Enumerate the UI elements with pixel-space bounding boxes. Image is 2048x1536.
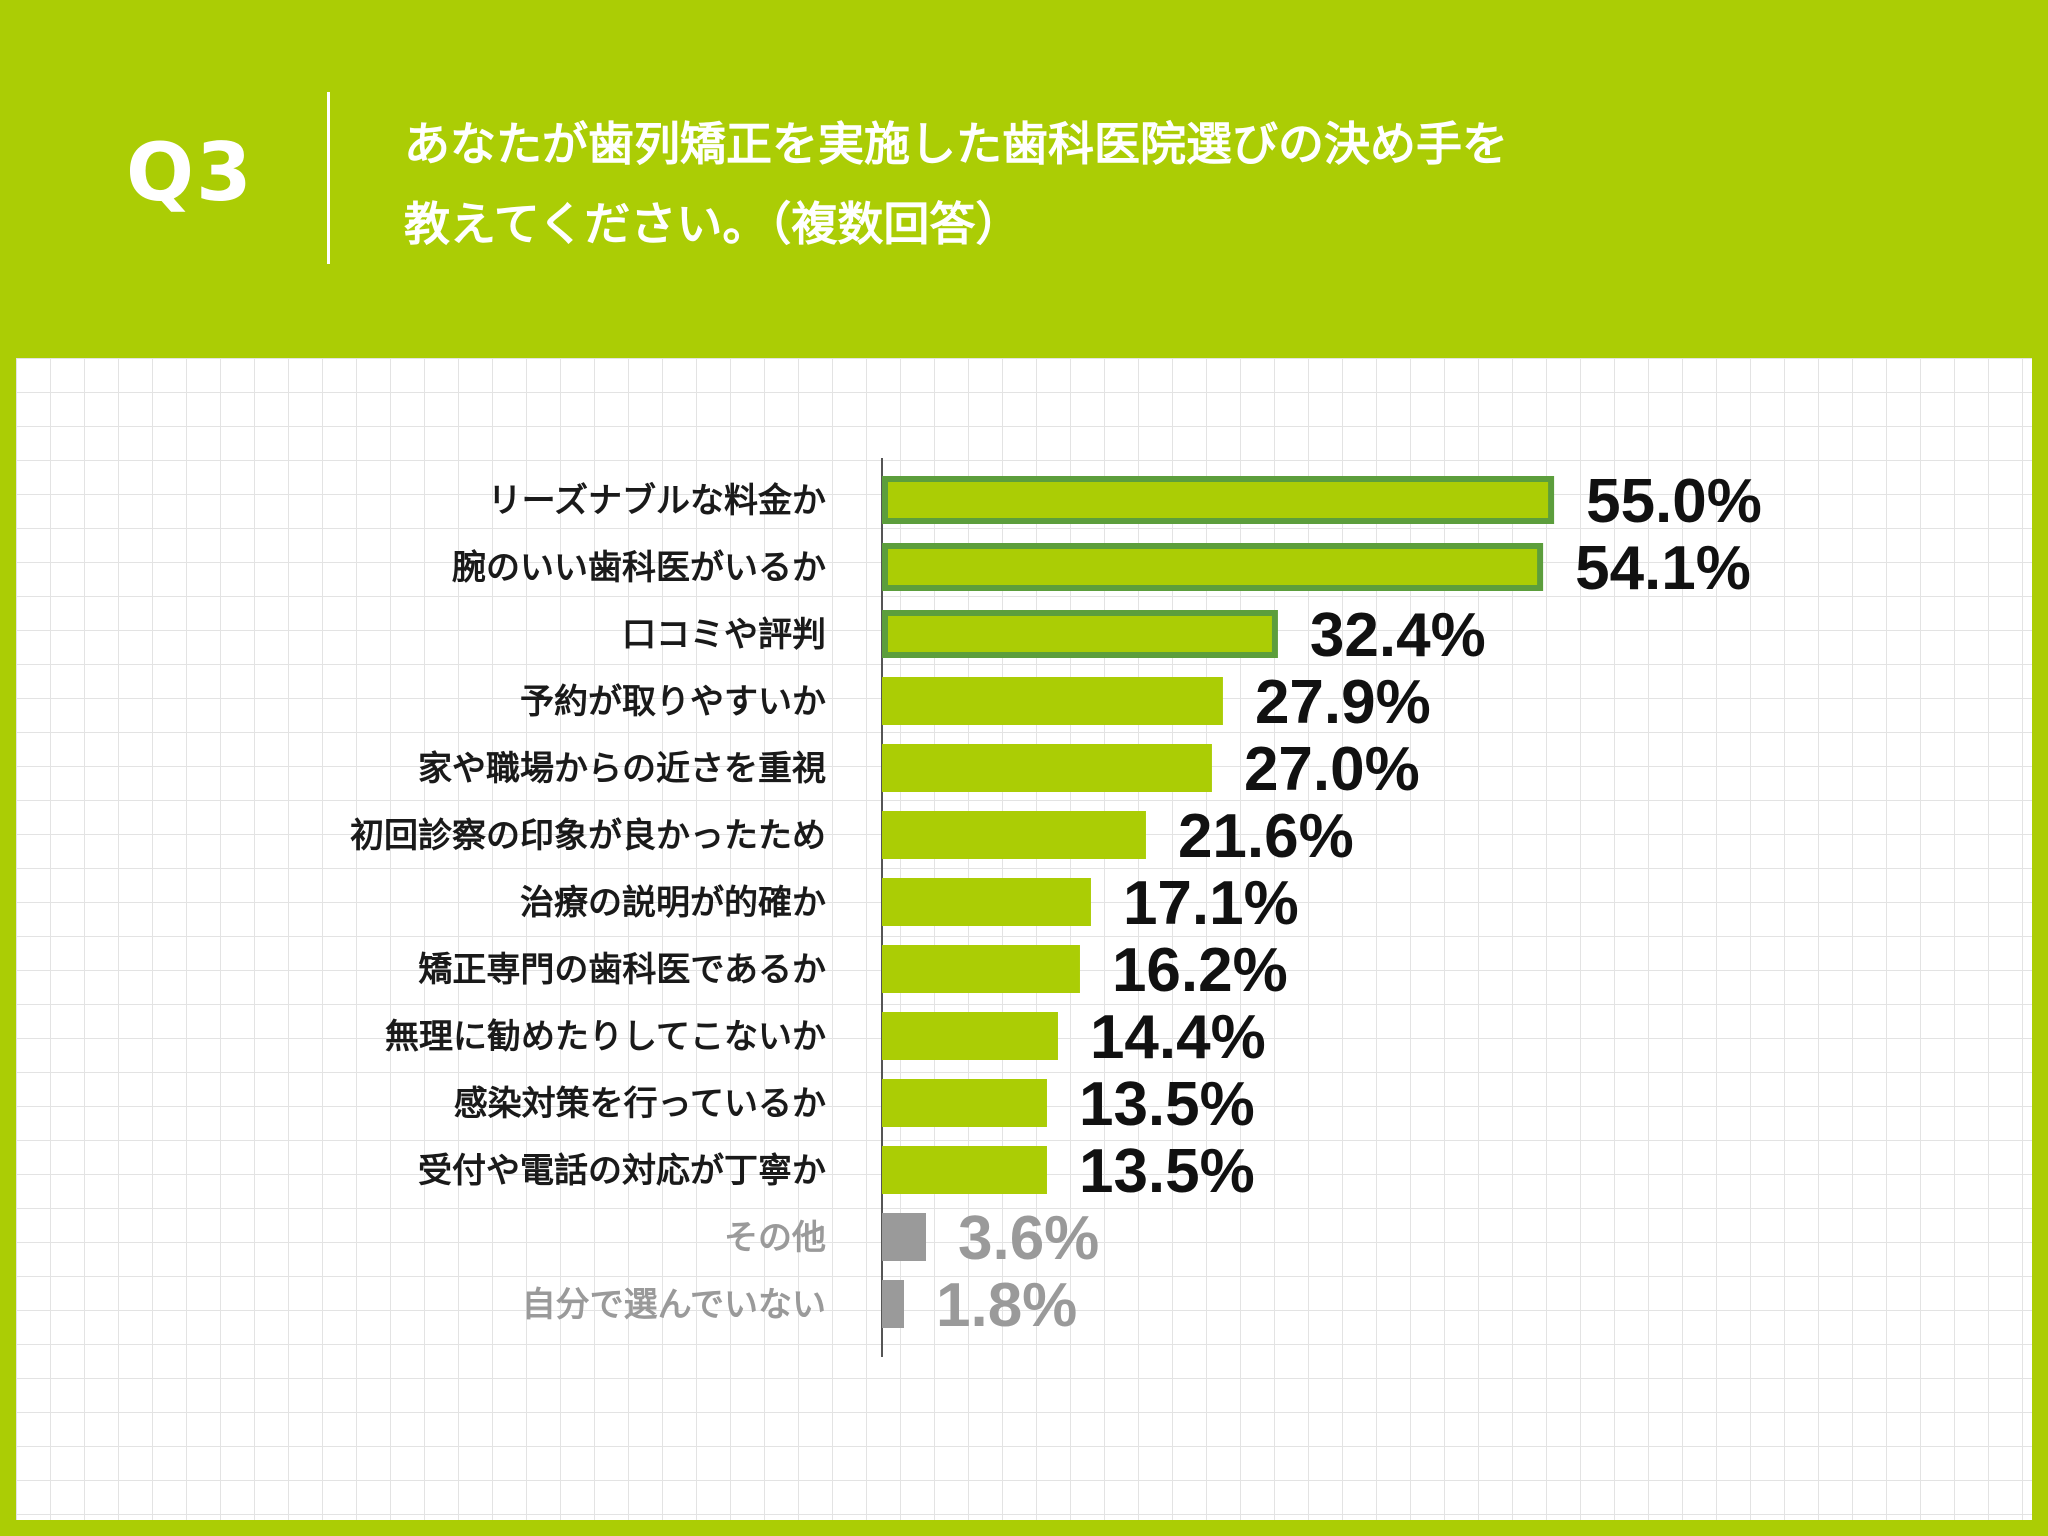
bar (882, 945, 1080, 993)
value-label: 27.0% (1244, 735, 1420, 804)
bar (882, 1213, 926, 1261)
value-label: 17.1% (1123, 869, 1299, 938)
header-divider (327, 92, 330, 264)
value-label: 16.2% (1112, 936, 1288, 1005)
bar (882, 1079, 1047, 1127)
bar (882, 1012, 1058, 1060)
category-label: その他 (724, 1218, 826, 1258)
category-label: 感染対策を行っているか (454, 1084, 826, 1124)
header: Q3 あなたが歯列矯正を実施した歯科医院選びの決め手を 教えてください。（複数回… (0, 0, 2048, 355)
value-label: 27.9% (1255, 668, 1431, 737)
category-label: 無理に勧めたりしてこないか (385, 1017, 826, 1057)
category-label: 自分で選んでいない (522, 1285, 826, 1325)
category-label: 腕のいい歯科医がいるか (452, 548, 826, 588)
question-text: あなたが歯列矯正を実施した歯科医院選びの決め手を 教えてください。（複数回答） (404, 104, 1704, 264)
category-label: 受付や電話の対応が丁寧か (418, 1151, 826, 1191)
category-label: 初回診察の印象が良かったため (350, 816, 826, 856)
value-label: 1.8% (936, 1271, 1077, 1340)
bar (882, 878, 1091, 926)
category-label: 治療の説明が的確か (520, 883, 826, 923)
bar (882, 1146, 1047, 1194)
category-label: リーズナブルな料金か (488, 481, 826, 521)
value-label: 54.1% (1575, 534, 1751, 603)
value-label: 32.4% (1310, 601, 1486, 670)
bar (882, 610, 1278, 658)
bar (882, 811, 1146, 859)
value-label: 3.6% (958, 1204, 1099, 1273)
value-label: 13.5% (1079, 1137, 1255, 1206)
question-line-2: 教えてください。（複数回答） (404, 197, 1022, 251)
category-label: 家や職場からの近さを重視 (418, 749, 826, 789)
bar (882, 744, 1212, 792)
chart-panel: リーズナブルな料金か 55.0% 腕のいい歯科医がいるか 54.1% 口コミや評判 32.… (16, 358, 2032, 1520)
bar-chart: リーズナブルな料金か 55.0% 腕のいい歯科医がいるか 54.1% 口コミや評判 32.… (350, 458, 1762, 1357)
category-label: 口コミや評判 (622, 615, 826, 655)
value-label: 21.6% (1178, 802, 1354, 871)
bar (882, 677, 1223, 725)
question-number: Q3 (126, 126, 254, 219)
bar (882, 1280, 904, 1328)
category-label: 矯正専門の歯科医であるか (418, 950, 826, 990)
bar (882, 543, 1544, 591)
bar (882, 476, 1555, 524)
value-label: 14.4% (1090, 1003, 1266, 1072)
question-line-1: あなたが歯列矯正を実施した歯科医院選びの決め手を (404, 117, 1508, 171)
value-label: 55.0% (1586, 467, 1762, 536)
value-label: 13.5% (1079, 1070, 1255, 1139)
category-label: 予約が取りやすいか (520, 682, 826, 722)
